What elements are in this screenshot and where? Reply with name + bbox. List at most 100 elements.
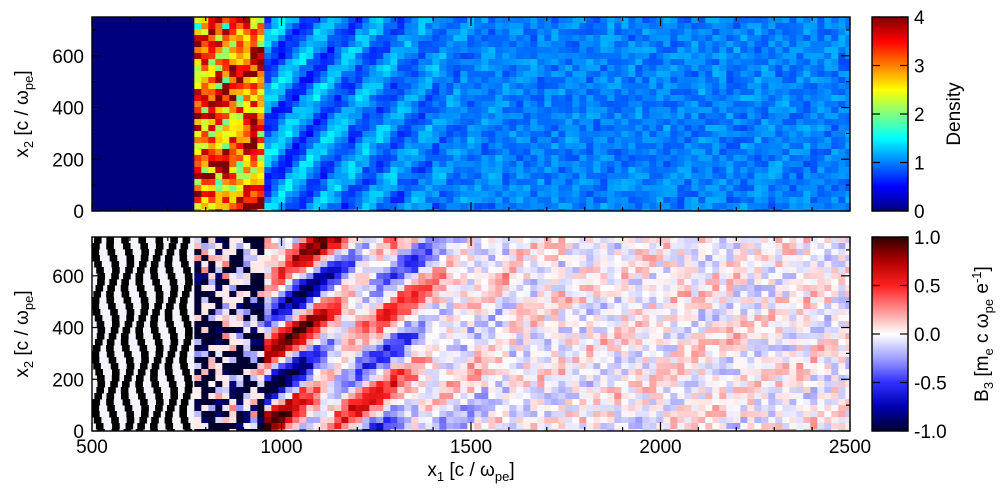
b3-stripe (122, 243, 131, 250)
b3-cell (334, 243, 342, 250)
density-cell (208, 131, 216, 138)
density-cell (523, 155, 531, 162)
density-cell (712, 23, 720, 30)
density-cell (327, 197, 335, 204)
b3-cell (194, 417, 202, 424)
density-cell (467, 89, 475, 96)
b3-cell (341, 369, 349, 376)
density-cell (208, 161, 216, 168)
density-cell (600, 41, 608, 48)
b3-cell (320, 381, 328, 388)
density-cell (607, 131, 615, 138)
density-cell (530, 149, 538, 156)
density-cell (670, 113, 678, 120)
b3-cell (411, 261, 419, 268)
density-cell (488, 185, 496, 192)
b3-cell (418, 375, 426, 382)
density-cell (495, 89, 503, 96)
b3-cell (516, 243, 524, 250)
b3-cell (250, 297, 258, 304)
density-cell (467, 155, 475, 162)
b3-cell (320, 327, 328, 334)
density-cell (425, 179, 433, 186)
density-cell (551, 179, 559, 186)
density-cell (215, 107, 223, 114)
density-cell (614, 53, 622, 60)
b3-cell (523, 279, 531, 286)
density-cell (635, 23, 643, 30)
density-cell (495, 41, 503, 48)
b3-cell (481, 297, 489, 304)
density-cell (656, 23, 664, 30)
b3-cell (495, 387, 503, 394)
density-cell (754, 131, 762, 138)
density-cell (635, 101, 643, 108)
density-cell (754, 179, 762, 186)
density-cell (691, 131, 699, 138)
b3-cell (299, 303, 307, 310)
density-cell (523, 179, 531, 186)
b3-cell (502, 303, 510, 310)
density-cell (355, 65, 363, 72)
b3-cell (369, 273, 377, 280)
density-cell (705, 83, 713, 90)
density-cell (635, 83, 643, 90)
density-cell (299, 101, 307, 108)
density-cell (222, 179, 230, 186)
b3-cell (509, 339, 517, 346)
density-cell (810, 89, 818, 96)
density-cell (845, 107, 850, 114)
density-cell (747, 149, 755, 156)
density-cell (579, 59, 587, 66)
density-cell (376, 77, 384, 84)
b3-cell (488, 411, 496, 418)
density-cell (285, 59, 293, 66)
density-cell (376, 101, 384, 108)
density-cell (418, 17, 426, 24)
b3-cell (376, 381, 384, 388)
density-cell (789, 155, 797, 162)
density-cell (586, 155, 594, 162)
b3-cell (376, 309, 384, 316)
density-cell (264, 107, 272, 114)
density-cell (698, 17, 706, 24)
b3-cell (390, 237, 398, 244)
b3-cell (285, 387, 293, 394)
b3-cell (474, 291, 482, 298)
b3-cell (334, 393, 342, 400)
density-cell (313, 41, 321, 48)
b3-cell (320, 303, 328, 310)
density-cell (558, 119, 566, 126)
density-cell (523, 59, 531, 66)
density-cell (425, 155, 433, 162)
density-cell (306, 167, 314, 174)
b3-cell (425, 423, 433, 430)
b3-stripe (138, 315, 147, 322)
b3-cell (397, 297, 405, 304)
density-cell (803, 53, 811, 60)
b3-stripe (111, 315, 120, 322)
density-cell (530, 35, 538, 42)
density-cell (614, 137, 622, 144)
density-cell (355, 119, 363, 126)
b3-stripe (97, 327, 106, 334)
density-cell (446, 137, 454, 144)
b3-cell (194, 381, 202, 388)
b3-stripe (93, 237, 102, 244)
b3-cell (411, 399, 419, 406)
density-cell (516, 53, 524, 60)
density-cell (390, 89, 398, 96)
density-cell (299, 53, 307, 60)
density-cell (194, 191, 202, 198)
b3-cell (397, 423, 405, 430)
b3-cell (439, 273, 447, 280)
b3-cell (327, 321, 335, 328)
b3-cell (229, 345, 237, 352)
b3-cell (341, 345, 349, 352)
density-cell (250, 203, 258, 210)
b3-cell (208, 249, 216, 256)
b3-stripe (107, 249, 116, 256)
density-cell (355, 209, 363, 211)
b3-cell (418, 273, 426, 280)
b3-cell (516, 375, 524, 382)
